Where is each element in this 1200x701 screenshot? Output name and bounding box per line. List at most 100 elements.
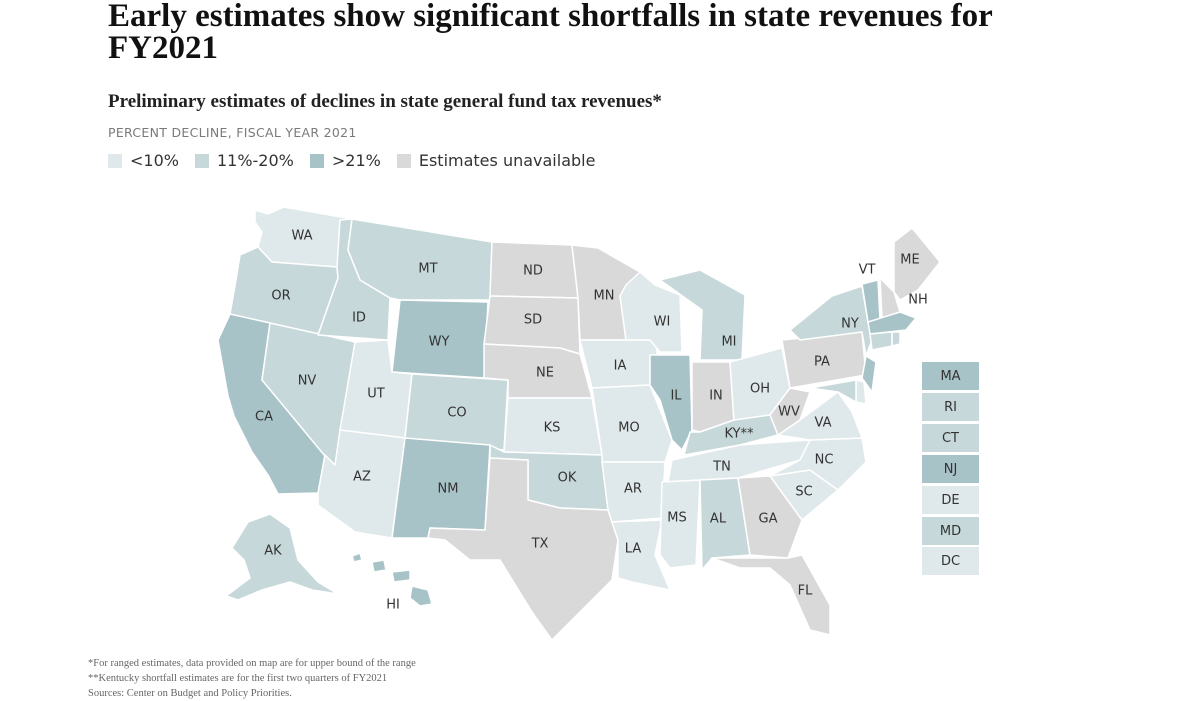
footnote-kentucky: **Kentucky shortfall estimates are for t… — [88, 673, 388, 684]
label-al: AL — [710, 512, 727, 527]
small-state-label-de: DE — [941, 492, 960, 508]
label-sd: SD — [524, 313, 542, 328]
label-ms: MS — [667, 511, 686, 526]
label-ga: GA — [759, 512, 778, 527]
label-tn: TN — [712, 460, 731, 475]
state-ak[interactable] — [225, 513, 339, 601]
label-nd: ND — [523, 264, 543, 279]
label-hi: HI — [386, 598, 400, 613]
state-hi[interactable] — [371, 559, 387, 573]
legend-item-na: Estimates unavailable — [396, 151, 596, 170]
label-vt: VT — [859, 263, 876, 278]
state-il[interactable] — [649, 354, 693, 451]
state-hi[interactable] — [351, 552, 363, 563]
label-co: CO — [447, 406, 466, 421]
state-ms[interactable] — [659, 479, 701, 569]
label-nh: NH — [908, 293, 928, 308]
label-id: ID — [352, 311, 366, 326]
unit-label: PERCENT DECLINE, FISCAL YEAR 2021 — [108, 125, 357, 140]
label-wi: WI — [654, 315, 671, 330]
label-fl: FL — [798, 584, 813, 599]
label-mt: MT — [418, 262, 437, 277]
legend-item-high: >21% — [309, 151, 381, 170]
label-il: IL — [670, 389, 682, 404]
label-mn: MN — [594, 289, 615, 304]
label-or: OR — [271, 289, 290, 304]
label-mo: MO — [618, 421, 639, 436]
label-ks: KS — [544, 421, 561, 436]
legend: <10% 11%-20% >21% Estimates unavailable — [108, 151, 611, 170]
state-nj[interactable] — [861, 355, 877, 393]
label-ia: IA — [614, 359, 627, 374]
label-wy: WY — [429, 335, 450, 350]
label-mi: MI — [721, 335, 736, 350]
label-ca: CA — [255, 410, 273, 425]
label-nv: NV — [298, 374, 317, 389]
label-wa: WA — [291, 229, 312, 244]
legend-swatch-na — [396, 153, 411, 168]
state-ma[interactable] — [867, 311, 917, 335]
legend-label-low: <10% — [130, 151, 179, 170]
state-mi[interactable] — [659, 269, 746, 361]
state-wv[interactable] — [769, 387, 811, 436]
label-wv: WV — [778, 405, 800, 420]
legend-item-low: <10% — [108, 151, 179, 170]
label-tx: TX — [531, 537, 549, 552]
legend-label-high: >21% — [331, 151, 381, 170]
legend-label-na: Estimates unavailable — [418, 151, 596, 170]
map-subtitle: Preliminary estimates of declines in sta… — [108, 91, 662, 112]
small-state-label-ct: CT — [941, 430, 960, 446]
state-hi[interactable] — [409, 585, 433, 607]
small-state-label-ri: RI — [944, 399, 957, 415]
label-ok: OK — [558, 471, 577, 486]
state-ar[interactable] — [601, 461, 666, 523]
small-state-box-de[interactable]: DE — [922, 486, 979, 514]
legend-item-mid: 11%-20% — [194, 151, 294, 170]
footnote-sources: Sources: Center on Budget and Policy Pri… — [88, 688, 292, 699]
state-de[interactable] — [855, 379, 867, 405]
label-ut: UT — [367, 387, 385, 402]
label-ny: NY — [841, 317, 859, 332]
state-ga[interactable] — [737, 475, 803, 559]
legend-swatch-mid — [194, 153, 209, 168]
state-ct[interactable] — [869, 331, 893, 351]
label-ky: KY** — [724, 427, 754, 442]
small-state-box-ma[interactable]: MA — [922, 362, 979, 390]
small-state-label-ma: MA — [940, 368, 961, 384]
small-state-label-nj: NJ — [943, 461, 958, 477]
label-va: VA — [815, 416, 832, 431]
label-nc: NC — [815, 453, 834, 468]
state-hi[interactable] — [391, 569, 411, 583]
label-ne: NE — [536, 366, 554, 381]
footnote-ranged: *For ranged estimates, data provided on … — [88, 658, 416, 669]
state-labels: WA OR CA NV ID MT WY UT AZ CO NM ND SD N… — [255, 229, 928, 613]
label-sc: SC — [795, 485, 812, 500]
state-wi[interactable] — [619, 271, 683, 353]
state-md[interactable] — [809, 379, 857, 403]
label-pa: PA — [814, 355, 830, 370]
label-oh: OH — [750, 382, 770, 397]
small-state-box-nj[interactable]: NJ — [922, 455, 979, 483]
legend-swatch-high — [309, 153, 324, 168]
legend-label-mid: 11%-20% — [216, 151, 294, 170]
label-nm: NM — [438, 482, 459, 497]
state-al[interactable] — [699, 477, 751, 571]
small-state-box-md[interactable]: MD — [922, 517, 979, 545]
label-ar: AR — [624, 482, 642, 497]
state-me[interactable] — [893, 227, 941, 301]
state-fl[interactable] — [711, 554, 831, 636]
small-state-label-md: MD — [939, 523, 962, 539]
label-az: AZ — [353, 470, 371, 485]
label-la: LA — [625, 542, 642, 557]
state-tx[interactable] — [427, 457, 619, 641]
small-state-box-dc[interactable]: DC — [922, 547, 979, 575]
label-in: IN — [709, 389, 723, 404]
legend-swatch-low — [108, 153, 122, 168]
page-title: Early estimates show significant shortfa… — [108, 0, 993, 66]
small-state-box-ct[interactable]: CT — [922, 424, 979, 452]
small-state-label-dc: DC — [940, 553, 961, 569]
footnotes: *For ranged estimates, data provided on … — [88, 656, 416, 701]
small-state-box-ri[interactable]: RI — [922, 393, 979, 421]
state-ri[interactable] — [891, 331, 901, 347]
